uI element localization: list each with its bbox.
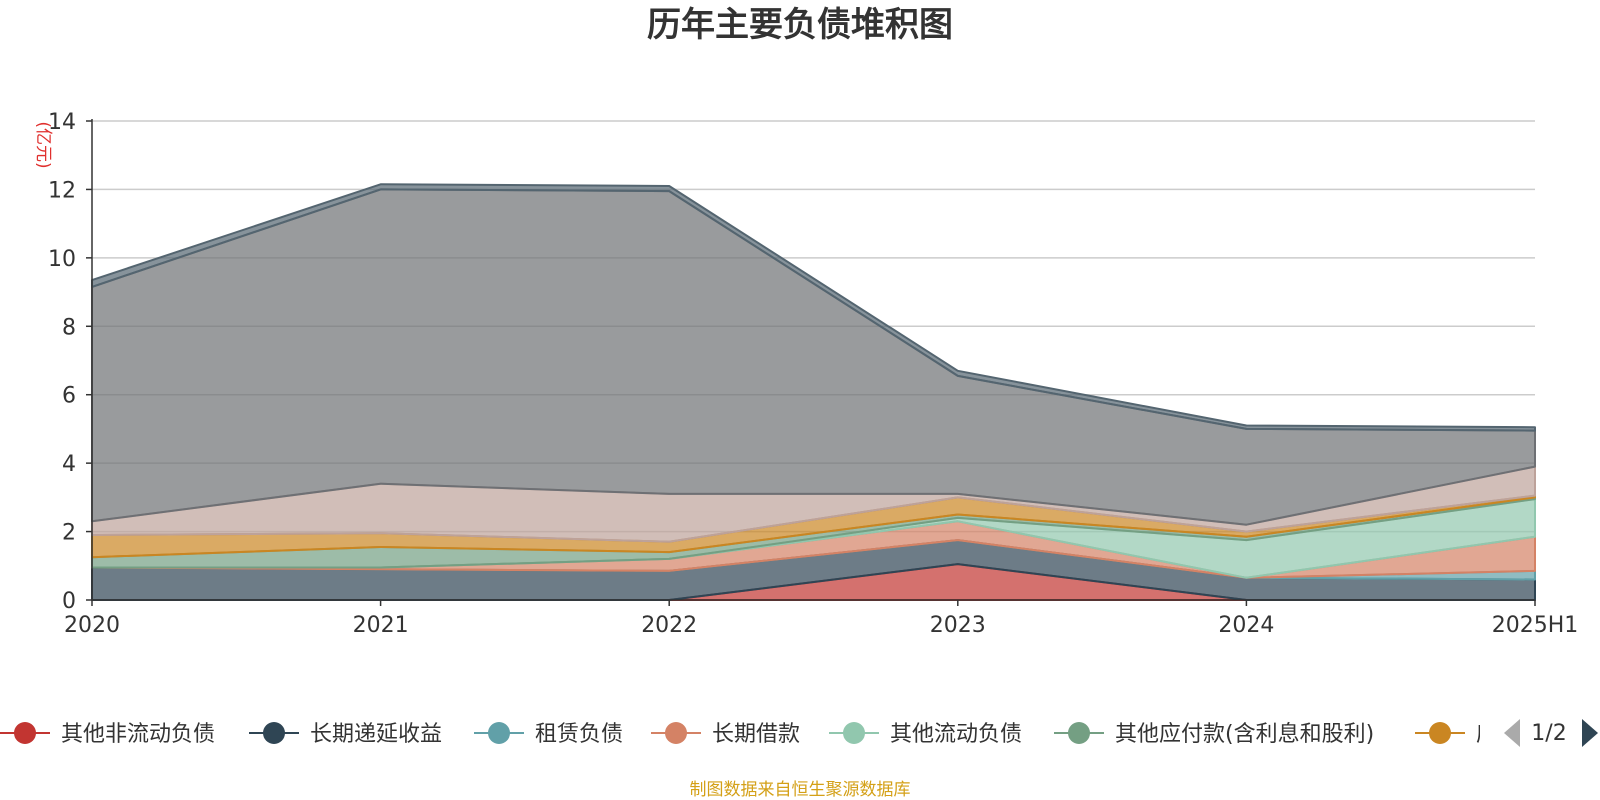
- source-note: 制图数据来自恒生聚源数据库: [690, 780, 911, 800]
- legend-page-indicator: 1/2: [1531, 721, 1566, 746]
- x-tick-label: 2024: [1218, 613, 1274, 638]
- legend-items: 其他非流动负债 长期递延收益 租赁负债 长期借款 其他流动负债 其他应付款(含利息和股利)…: [0, 722, 1498, 747]
- legend-item[interactable]: 长期递延收益: [249, 722, 442, 747]
- legend-label: 长期借款: [712, 722, 800, 747]
- axes: 0 2 4 6 8 10 12 14 2020 2021 2022 2023 2024 2025H1: [48, 110, 1578, 638]
- legend-item[interactable]: 其他流动负债: [829, 722, 1022, 747]
- legend-item[interactable]: 其他非流动负债: [0, 722, 215, 747]
- legend-marker: [843, 722, 865, 744]
- legend-item[interactable]: 租赁负债: [474, 722, 623, 747]
- y-tick-label: 6: [62, 384, 76, 409]
- y-axis-unit: (亿元): [33, 121, 53, 168]
- area-series-layer: [91, 183, 1536, 601]
- y-tick-label: 10: [48, 247, 76, 272]
- x-tick-label: 2023: [930, 613, 986, 638]
- legend-label: 租赁负债: [535, 722, 623, 747]
- legend-label: 其他应付款(含利息和股利): [1115, 722, 1374, 747]
- area-series: [91, 188, 1536, 526]
- y-tick-label: 12: [48, 178, 76, 203]
- y-tick-label: 8: [62, 315, 76, 340]
- legend-marker: [1429, 722, 1451, 744]
- y-tick-label: 14: [48, 110, 76, 135]
- legend-next-icon[interactable]: [1582, 719, 1598, 747]
- legend-item[interactable]: 应: [1415, 722, 1498, 747]
- legend: 其他非流动负债 长期递延收益 租赁负债 长期借款 其他流动负债 其他应付款(含利息和股利)…: [0, 722, 1498, 747]
- legend-marker: [488, 722, 510, 744]
- x-tick-label: 2021: [353, 613, 409, 638]
- legend-label: 其他流动负债: [890, 722, 1022, 747]
- x-tick-label: 2025H1: [1492, 613, 1579, 638]
- x-tick-label: 2022: [641, 613, 697, 638]
- x-tick-label: 2020: [64, 613, 120, 638]
- legend-prev-icon[interactable]: [1504, 719, 1520, 747]
- legend-marker: [14, 722, 36, 744]
- legend-item[interactable]: 其他应付款(含利息和股利): [1054, 722, 1374, 747]
- y-tick-label: 2: [62, 521, 76, 546]
- legend-item[interactable]: 长期借款: [651, 722, 800, 747]
- y-tick-label: 0: [62, 589, 76, 614]
- legend-marker: [1068, 722, 1090, 744]
- legend-label: 长期递延收益: [310, 722, 442, 747]
- y-tick-label: 4: [62, 452, 76, 477]
- legend-pager: 1/2: [1504, 719, 1598, 747]
- legend-marker: [665, 722, 687, 744]
- legend-label: 应: [1476, 722, 1498, 747]
- area-series: [91, 183, 1536, 432]
- legend-marker: [263, 722, 285, 744]
- legend-label: 其他非流动负债: [61, 722, 215, 747]
- chart-title: 历年主要负债堆积图: [647, 5, 953, 45]
